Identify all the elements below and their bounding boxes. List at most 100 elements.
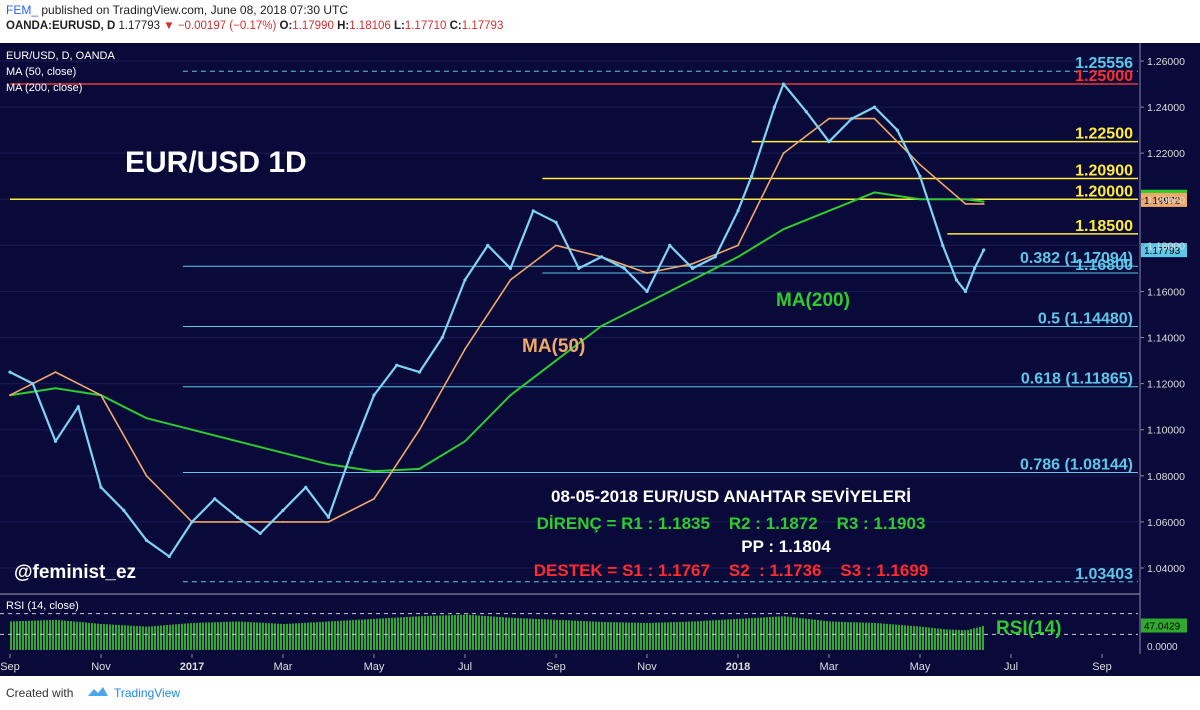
rsi-bar: [142, 626, 144, 650]
rsi-bar: [907, 625, 909, 650]
rsi-bar: [901, 625, 903, 650]
rsi-bar: [328, 621, 330, 650]
time-tick-label: Nov: [91, 661, 111, 673]
time-tick-label: May: [910, 661, 931, 673]
rsi-bar: [679, 621, 681, 650]
rsi-bar: [409, 616, 411, 650]
rsi-bar: [673, 622, 675, 650]
series-point: [691, 262, 694, 265]
rsi-bar: [883, 623, 885, 650]
price-tick-label: 1.14000: [1147, 333, 1185, 345]
rsi-bar: [667, 622, 669, 650]
rsi-bar: [46, 620, 48, 650]
time-tick-label: May: [364, 661, 385, 673]
series-point: [982, 248, 986, 252]
rsi-bar: [805, 618, 807, 650]
series-point: [191, 428, 193, 431]
price-tick-label: 1.08000: [1147, 471, 1185, 483]
rsi-bar: [562, 620, 564, 650]
price-tick-label: 1.18000: [1147, 240, 1185, 252]
rsi-bar: [925, 627, 927, 650]
rsi-bar: [73, 621, 75, 650]
rsi-bar: [916, 626, 918, 650]
time-axis[interactable]: Sep Nov 2017 Mar May Jul Sep Nov 2018 Mar May Jul Se…: [0, 654, 1112, 673]
rsi-bar: [217, 622, 219, 650]
level-label: 1.18500: [1075, 218, 1133, 235]
rsi-bar: [319, 621, 321, 650]
rsi-bar: [310, 622, 312, 650]
series-point: [235, 515, 240, 519]
rsi-bar: [82, 622, 84, 650]
rsi-bar: [394, 617, 396, 650]
rsi-bar: [16, 621, 18, 650]
rsi-bar: [109, 624, 111, 650]
level-label: 1.16800: [1075, 257, 1133, 274]
rsi-bar: [583, 621, 585, 650]
price-axis-background[interactable]: [1140, 43, 1200, 654]
price-axis[interactable]: 1.26000 1.24000 1.22000 1.20000 1.18000 1.160…: [1140, 56, 1185, 575]
legend-ma50[interactable]: MA (50, close): [6, 66, 76, 78]
series-point: [736, 209, 740, 213]
price-tag: [1141, 192, 1187, 207]
series-point: [145, 417, 148, 420]
rsi-bar: [301, 622, 303, 650]
series-point: [418, 468, 421, 470]
series-point: [646, 302, 648, 304]
rsi-bar: [715, 620, 717, 650]
rsi-bar: [763, 617, 765, 650]
rsi-bar: [814, 619, 816, 650]
rsi-bar: [979, 626, 981, 650]
series-point: [954, 278, 959, 282]
down-triangle-icon: ▼: [163, 20, 175, 32]
rsi-bar: [364, 619, 366, 650]
rsi-bar: [211, 622, 213, 650]
series-point: [372, 393, 376, 397]
tradingview-brand[interactable]: TradingView: [114, 686, 181, 700]
rsi-tick-label: 0.0000: [1147, 642, 1178, 653]
series-point: [54, 387, 57, 390]
rsi-bar: [607, 622, 609, 650]
rsi-bar: [586, 621, 588, 650]
rsi-bar: [28, 620, 30, 650]
series-point: [645, 289, 649, 294]
rsi-bar: [463, 614, 465, 650]
rsi-bar: [451, 615, 453, 650]
rsi-bar: [115, 624, 117, 650]
rsi-bar: [460, 614, 462, 650]
rsi-bar: [631, 622, 633, 650]
rsi-bar: [157, 625, 159, 650]
rsi-bar: [193, 622, 195, 650]
price-change: −0.00197 (−0.17%): [177, 20, 277, 32]
rsi-bar: [868, 622, 870, 650]
rsi-bar: [634, 622, 636, 650]
publisher-name[interactable]: FEM_: [6, 3, 39, 17]
series-point: [577, 266, 581, 271]
series-point: [828, 209, 830, 212]
rsi-bar: [79, 621, 81, 650]
series-point: [622, 266, 626, 271]
rsi-bar: [610, 622, 612, 650]
ma200-annotation: MA(200): [776, 290, 850, 311]
time-axis-background[interactable]: [0, 654, 1200, 676]
legend-symbol[interactable]: EUR/USD, D, OANDA: [6, 50, 115, 62]
rsi-bar: [892, 624, 894, 650]
rsi-bar: [277, 623, 279, 650]
rsi-bar: [625, 622, 627, 650]
rsi-bar: [793, 617, 795, 650]
rsi-bar: [55, 619, 57, 650]
rsi-annotation: RSI(14): [996, 618, 1061, 639]
key-levels-title: 08-05-2018 EUR/USD ANAHTAR SEVİYELERİ: [551, 487, 911, 506]
rsi-bar: [382, 618, 384, 650]
rsi-bar: [703, 620, 705, 650]
level-label: 0.618 (1.11865): [1021, 371, 1133, 388]
series-point: [555, 244, 557, 247]
rsi-bar: [271, 623, 273, 650]
rsi-bar: [235, 621, 237, 650]
series-point: [600, 325, 603, 327]
series-point: [531, 209, 535, 213]
rsi-bar: [25, 620, 27, 650]
legend-ma200[interactable]: MA (200, close): [6, 82, 82, 94]
legend-rsi[interactable]: RSI (14, close): [6, 600, 79, 612]
rsi-bar: [850, 622, 852, 650]
